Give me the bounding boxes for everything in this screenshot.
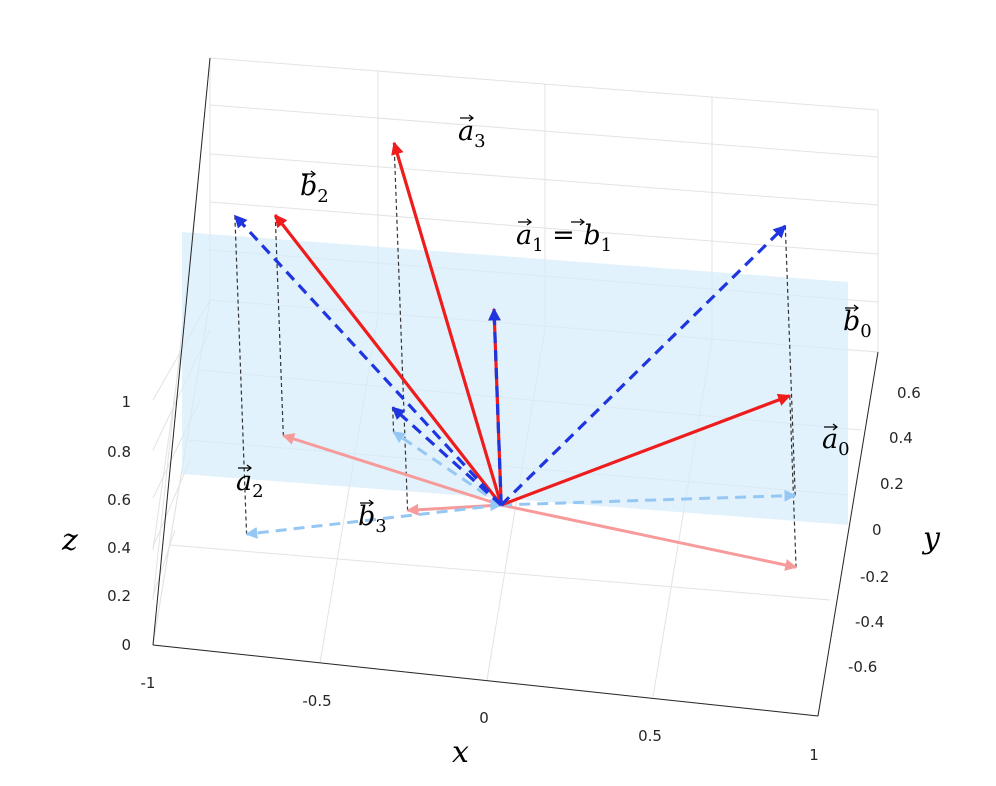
- projection-b0: [501, 489, 797, 507]
- label-a1-b1: a1 = b1: [516, 220, 612, 256]
- label-a3: a3: [458, 116, 486, 152]
- ticks: -1 -0.5 0 0.5 1 0.6 0.4 0.2 0 -0.2 -0.4 -0.6 1 0.8 0.6…: [107, 384, 921, 764]
- vector-b3: [391, 406, 503, 507]
- vector-arrow-accent: [824, 423, 838, 431]
- projection-a2: [282, 433, 502, 507]
- label-b2: b2: [300, 171, 329, 207]
- vector-arrow-accent: [302, 170, 316, 178]
- z-tick-label: 0.8: [107, 443, 131, 461]
- guide-a2: [274, 215, 284, 436]
- projection-a3: [406, 503, 502, 516]
- label-b0: b0: [843, 306, 872, 342]
- x-axis-line: [152, 644, 819, 717]
- vector-arrow-accent: [360, 499, 374, 507]
- vector-labels: a3 a1 = b1 b2 b0 a0 a2 b3: [236, 116, 872, 537]
- label-a2: a2: [236, 466, 264, 502]
- vector-b2: [233, 214, 503, 507]
- y-tick-label: 0.6: [897, 384, 921, 402]
- vector-arrow-accent: [845, 304, 859, 312]
- vectors: [233, 141, 798, 571]
- vector-arrow-accent: [518, 218, 532, 226]
- vector-a0: [500, 393, 791, 507]
- label-arrows: [238, 114, 859, 507]
- z-tick-label: 0: [121, 636, 131, 654]
- label-a0: a0: [822, 424, 850, 460]
- guide-a0: [789, 395, 797, 568]
- guide-b0: [784, 225, 796, 496]
- y-axis-label: y: [921, 521, 941, 556]
- vector-arrow-accent: [238, 464, 252, 472]
- projection-a0: [500, 503, 798, 571]
- x-tick-label: -0.5: [302, 692, 331, 710]
- vector-arrow-accent: [460, 114, 474, 122]
- x-tick-label: -1: [141, 674, 156, 692]
- y-tick-label: -0.6: [848, 658, 877, 676]
- y-tick-label: -0.4: [855, 613, 884, 631]
- guide-a3: [393, 142, 409, 511]
- projection-b2: [245, 503, 502, 539]
- z-tick-label: 0.6: [107, 491, 131, 509]
- axes: [152, 57, 879, 717]
- y-axis-line: [817, 351, 879, 717]
- z-tick-label: 0.4: [107, 539, 131, 557]
- y-tick-label: -0.2: [860, 568, 889, 586]
- y-tick-label: 0.4: [889, 429, 913, 447]
- y-tick-label: 0.2: [880, 475, 904, 493]
- z-axis-label: z: [61, 523, 78, 558]
- z-axis-line: [152, 57, 211, 646]
- projection-b3: [392, 430, 503, 507]
- plane-z: [182, 232, 848, 525]
- x-tick-label: 0.5: [638, 727, 662, 745]
- vector-a3: [391, 141, 503, 506]
- label-b3: b3: [358, 501, 387, 537]
- vector-b0: [500, 224, 787, 507]
- y-tick-label: 0: [872, 521, 882, 539]
- z-tick-label: 0.2: [107, 587, 131, 605]
- vector-a2: [273, 214, 503, 506]
- z-tick-label: 1: [121, 393, 131, 411]
- vector-b1: [488, 307, 503, 506]
- x-tick-label: 0: [479, 709, 489, 727]
- x-axis-label: x: [452, 735, 469, 770]
- vector-arrow-accent: [571, 218, 585, 226]
- x-tick-label: 1: [809, 746, 819, 764]
